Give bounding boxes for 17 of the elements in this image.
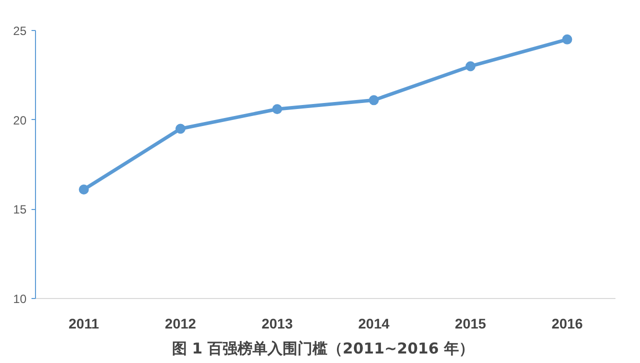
y-tick-label: 10 bbox=[13, 292, 27, 306]
text: 图 1 百强榜单入围门槛（2011~2016 年） bbox=[172, 340, 474, 358]
y-tick-label: 25 bbox=[13, 24, 27, 38]
point bbox=[368, 95, 379, 106]
x-tick-label: 2012 bbox=[164, 316, 196, 332]
x-tick-label: 2015 bbox=[454, 316, 486, 332]
y-tick-label: 15 bbox=[13, 202, 27, 217]
x-tick-label: 2016 bbox=[552, 316, 583, 332]
x-tick-label: 2013 bbox=[262, 316, 293, 332]
point bbox=[78, 184, 89, 195]
x-tick-label: 2014 bbox=[358, 316, 390, 332]
point bbox=[466, 61, 476, 72]
point bbox=[176, 124, 186, 134]
y-tick-label: 20 bbox=[13, 113, 27, 128]
point bbox=[272, 104, 282, 114]
x-tick-label: 2011 bbox=[68, 316, 100, 332]
point bbox=[562, 34, 572, 44]
